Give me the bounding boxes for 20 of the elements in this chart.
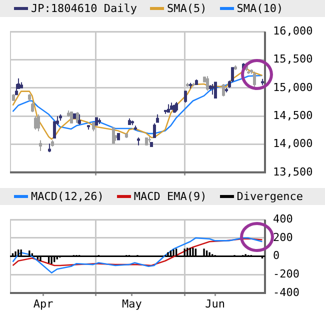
legend-label: MACD(12,26)	[31, 190, 104, 203]
legend-label: SMA(5)	[166, 2, 207, 15]
y-tick-label: 13,500	[273, 165, 313, 178]
legend-label: Divergence	[236, 190, 303, 203]
y-tick-label: 0	[273, 249, 280, 262]
x-tick-label: May	[122, 297, 142, 310]
y-tick-label: 14,000	[273, 137, 313, 150]
y-tick-label: -400	[273, 286, 300, 299]
y-tick-label: -200	[273, 268, 300, 281]
y-tick-label: 14,500	[273, 108, 313, 122]
y-tick-label: 400	[273, 212, 293, 226]
legend-label: MACD EMA(9)	[134, 190, 207, 203]
y-tick-label: 200	[273, 230, 293, 244]
legend-label: SMA(10)	[236, 2, 284, 15]
x-tick-label: Jun	[205, 297, 226, 310]
y-tick-label: 15,500	[273, 52, 313, 66]
y-tick-label: 15,000	[273, 80, 313, 94]
y-tick-label: 16,000	[273, 24, 313, 38]
chart-title: JP:1804610 Daily	[31, 2, 137, 15]
x-tick-label: Apr	[33, 297, 54, 310]
